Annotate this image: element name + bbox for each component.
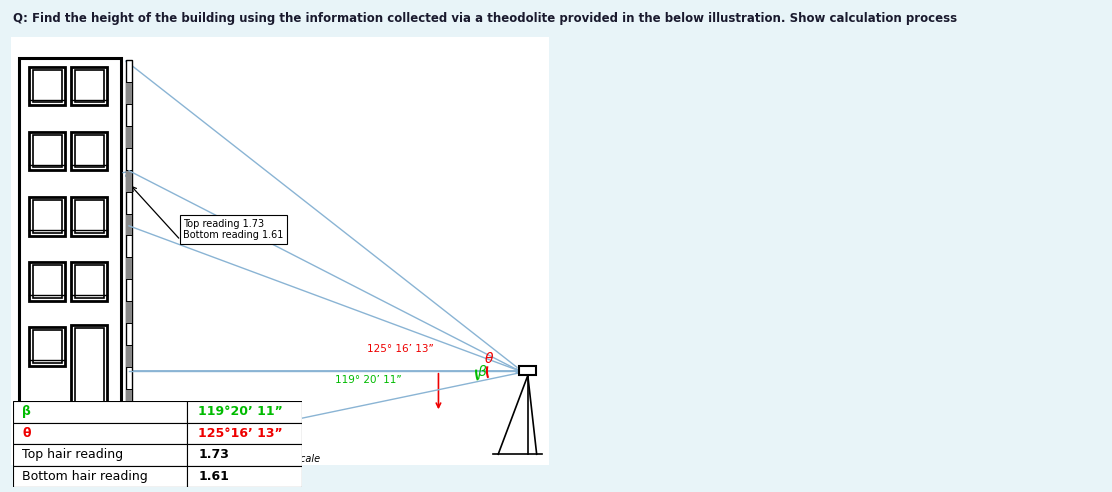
Bar [187, 401, 302, 423]
Bar [75, 70, 103, 102]
Text: $\beta$: $\beta$ [477, 363, 488, 381]
Bar [75, 135, 103, 167]
Bar [13, 465, 187, 487]
Bar [519, 366, 536, 375]
Bar [126, 214, 132, 236]
Bar [126, 345, 132, 367]
Bar [75, 328, 103, 451]
Text: 119° 20’ 11”: 119° 20’ 11” [335, 375, 401, 385]
Bar [126, 432, 132, 454]
Bar [32, 265, 61, 298]
Bar [29, 262, 66, 301]
Bar [187, 465, 302, 487]
Text: β: β [22, 405, 31, 418]
Text: Drawing not to scale: Drawing not to scale [219, 454, 320, 463]
Bar [71, 325, 108, 454]
Bar [13, 401, 187, 423]
Bar [13, 444, 187, 465]
Text: 125° 16’ 13”: 125° 16’ 13” [367, 343, 434, 354]
Text: $\theta$: $\theta$ [485, 351, 495, 366]
Bar [75, 265, 103, 298]
Text: Top hair reading: Top hair reading [22, 448, 123, 461]
Bar [71, 262, 108, 301]
Bar [75, 200, 103, 233]
Bar [32, 330, 61, 363]
Text: 1.61: 1.61 [198, 470, 229, 483]
Bar [187, 423, 302, 444]
Bar [126, 301, 132, 323]
Bar [13, 423, 187, 444]
Bar [126, 257, 132, 279]
Bar [32, 135, 61, 167]
Bar [71, 132, 108, 170]
Text: 125°16’ 13”: 125°16’ 13” [198, 427, 284, 440]
Text: Bottom hair reading: Bottom hair reading [22, 470, 148, 483]
Text: 119°20’ 11”: 119°20’ 11” [198, 405, 284, 418]
Bar [29, 327, 66, 366]
Bar [126, 170, 132, 192]
Text: θ: θ [22, 427, 30, 440]
Bar [29, 132, 66, 170]
Text: Top reading 1.73
Bottom reading 1.61: Top reading 1.73 Bottom reading 1.61 [183, 219, 284, 240]
Bar [126, 126, 132, 148]
Bar [126, 389, 132, 410]
Bar [29, 197, 66, 236]
Text: 1.73: 1.73 [198, 448, 229, 461]
Bar [187, 444, 302, 465]
Bar [32, 200, 61, 233]
Text: Q: Find the height of the building using the information collected via a theodol: Q: Find the height of the building using… [13, 12, 957, 25]
Bar [19, 58, 121, 454]
Bar [71, 197, 108, 236]
Bar [29, 67, 66, 105]
Bar [32, 70, 61, 102]
Bar [126, 82, 132, 104]
Bar [126, 61, 132, 454]
Bar [71, 67, 108, 105]
